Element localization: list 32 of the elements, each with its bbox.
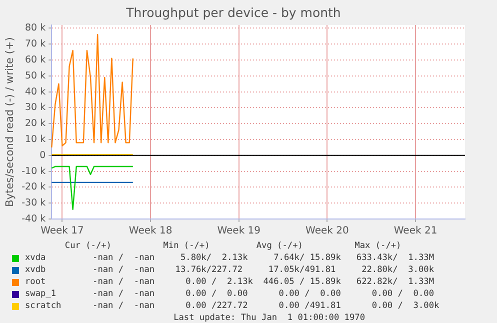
text: -nan / -nan 5.80k/ 2.13k 7.64k/ 15.89k 633.43k/ 1.33M: [92, 252, 434, 264]
y-tick-label: 10 k: [25, 134, 46, 145]
chart-title: Throughput per device - by month: [125, 4, 341, 20]
text: -nan / -nan 13.76k/227.72 17.05k/491.81 22.80k/ 3.00k: [92, 264, 434, 276]
y-tick-label: 70 k: [25, 38, 46, 50]
legend-label: scratch: [25, 300, 62, 312]
x-tick-label: Week 21: [394, 226, 438, 237]
legend-label: xvda: [25, 252, 47, 264]
y-tick-label: 0: [40, 150, 46, 161]
y-tick-label: 60 k: [25, 54, 46, 66]
legend-label: root: [25, 276, 47, 288]
text: -nan / -nan 0.00 / 0.00 0.00 / 0.00 0.00 / 0.00: [92, 288, 434, 300]
y-axis-title: Bytes/second read (-) / write (+): [4, 37, 16, 207]
y-tick-label: -20 k: [22, 182, 46, 193]
text: Last update: Thu Jan 1 01:00:00 1970: [172, 312, 366, 323]
y-tick-label: 40 k: [25, 86, 46, 98]
x-tick-label: Week 20: [306, 226, 349, 237]
y-tick-label: -10 k: [22, 166, 46, 177]
y-tick-label: 80 k: [25, 22, 46, 34]
text: Cur (-/+) Min (-/+) Avg (-/+) Max (-/+): [64, 240, 402, 252]
legend-label: xvdb: [25, 264, 47, 276]
y-tick-label: 50 k: [25, 70, 46, 82]
text: -nan / -nan 0.00 / 2.13k 446.05 / 15.89k 622.82k/ 1.33M: [92, 276, 434, 288]
y-tick-label: -40 k: [22, 213, 46, 224]
y-tick-label: 20 k: [25, 118, 46, 130]
y-tick-label: 30 k: [25, 102, 46, 114]
text: -nan / -nan 0.00 /227.72 0.00 /491.81 0.00 / 3.00k: [92, 300, 440, 312]
x-tick-label: Week 19: [217, 226, 261, 237]
legend-label: swap_1: [25, 288, 58, 300]
x-tick-label: Week 18: [128, 226, 172, 237]
x-tick-label: Week 17: [40, 226, 84, 237]
y-tick-label: -30 k: [22, 198, 46, 209]
